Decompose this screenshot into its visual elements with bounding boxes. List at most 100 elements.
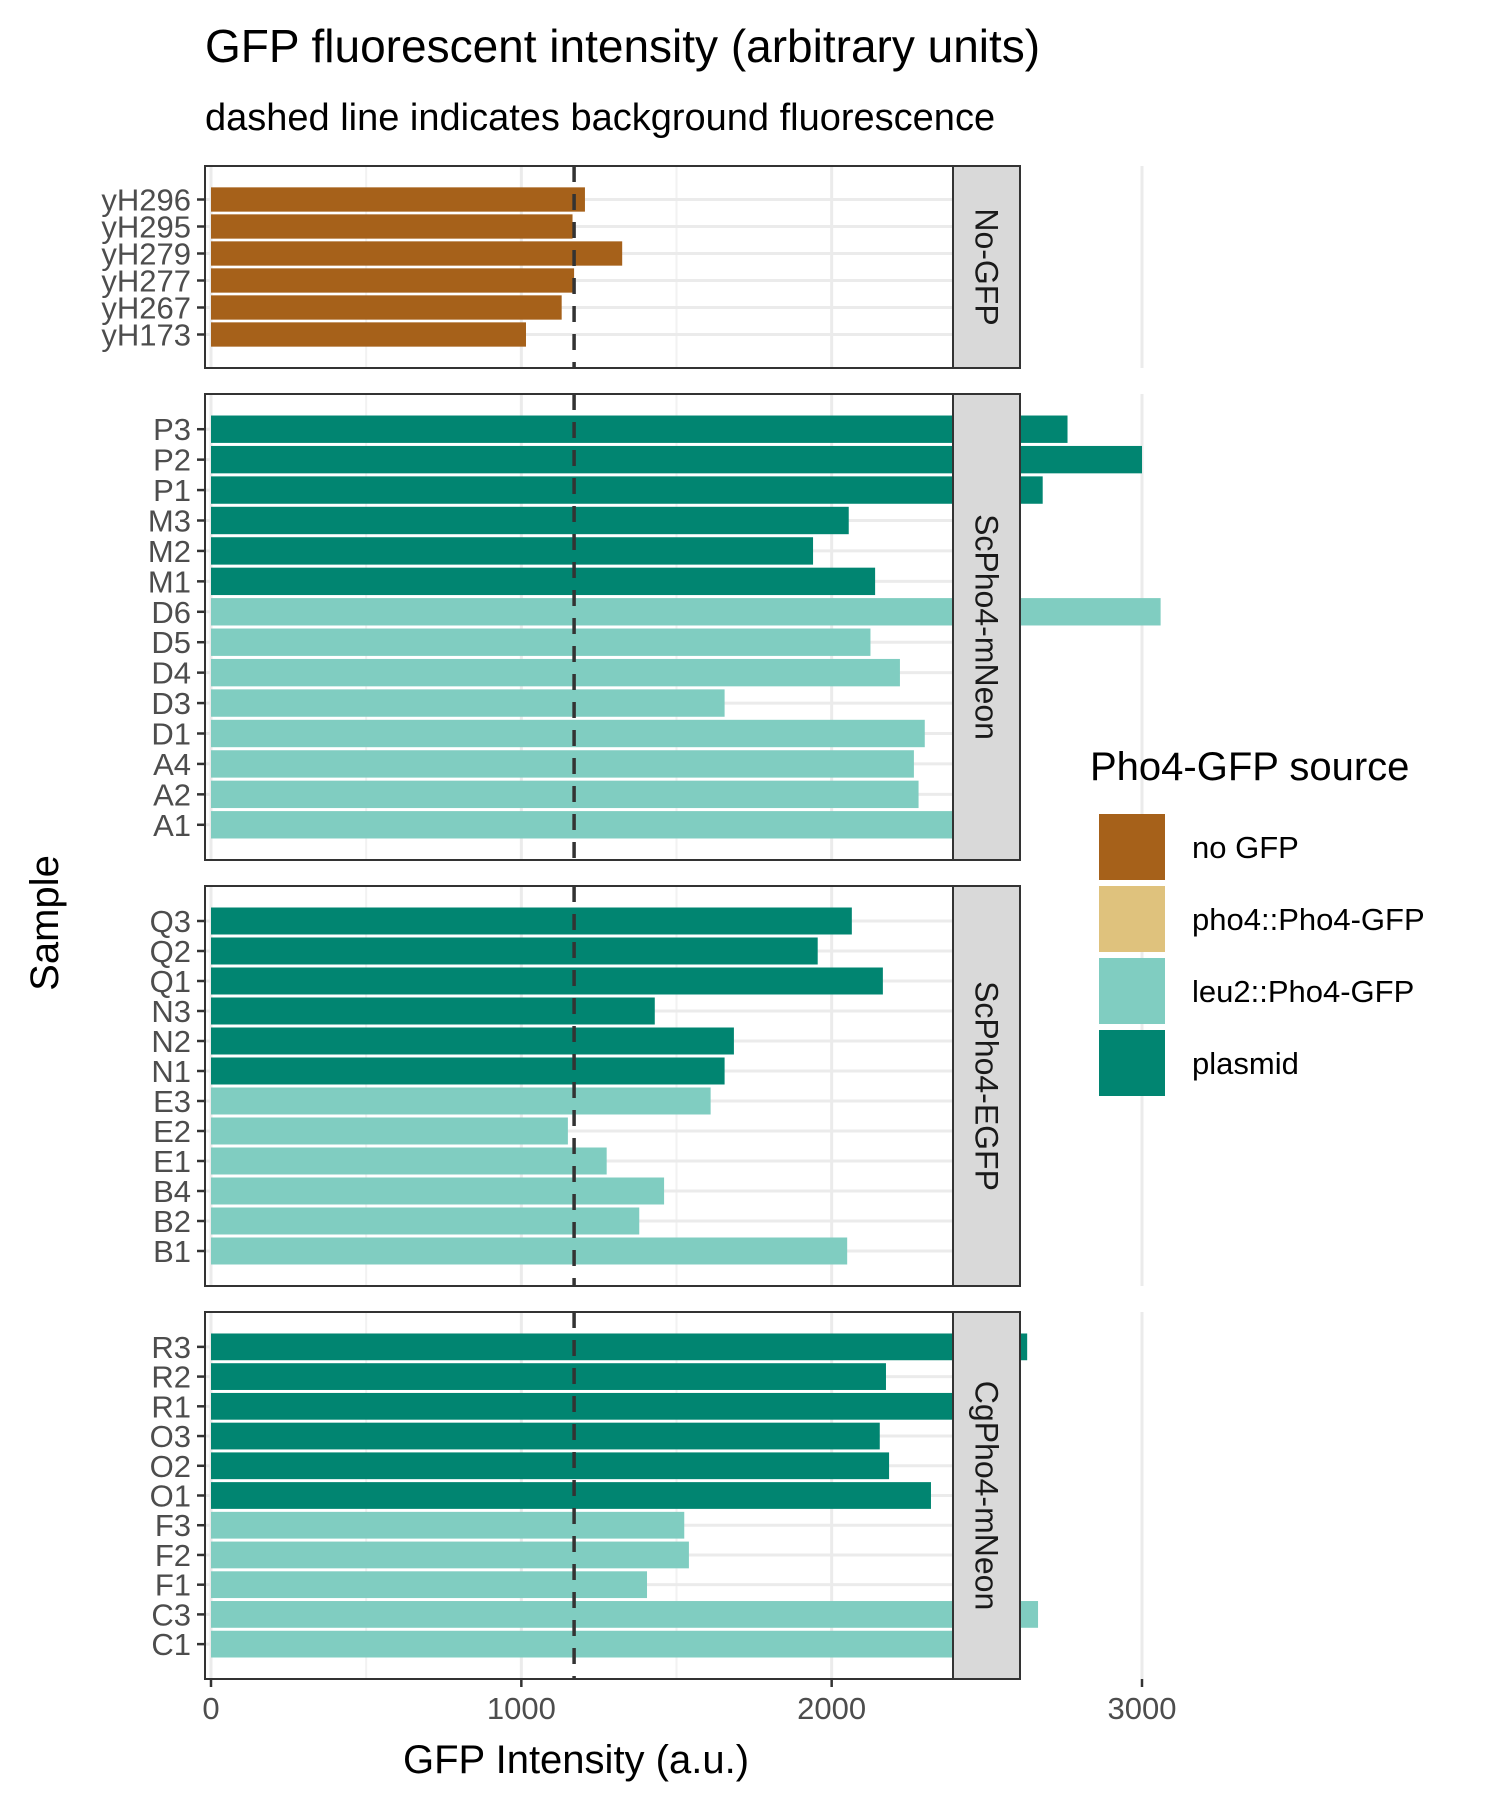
y-tick-label-O1: O1 <box>150 1479 191 1514</box>
bar-A1 <box>211 811 970 839</box>
y-tick-label-M1: M1 <box>148 564 191 599</box>
bar-R2 <box>211 1363 886 1390</box>
y-tick-label-O3: O3 <box>150 1419 191 1454</box>
bar-D3 <box>211 689 725 717</box>
bar-D5 <box>211 628 871 656</box>
y-tick-label-yH279: yH279 <box>101 237 191 272</box>
chart-subtitle: dashed line indicates background fluores… <box>205 97 995 139</box>
legend-swatch <box>1099 814 1165 880</box>
legend-swatch <box>1099 958 1165 1024</box>
y-tick-label-N2: N2 <box>151 1024 191 1059</box>
legend-item-plasmid: plasmid <box>1099 1030 1299 1096</box>
y-tick-label-Q3: Q3 <box>150 904 191 939</box>
y-axis-title: Sample <box>23 855 67 991</box>
y-tick-label-yH267: yH267 <box>101 291 191 326</box>
bar-F2 <box>211 1541 689 1569</box>
bar-N2 <box>211 1027 734 1055</box>
legend-swatch <box>1099 1030 1165 1096</box>
facet-label-scpho4-egfp: ScPho4-EGFP <box>969 981 1005 1191</box>
x-tick-label-0: 0 <box>202 1691 219 1726</box>
y-tick-label-R3: R3 <box>151 1330 191 1365</box>
legend-items: no GFPpho4::Pho4-GFPleu2::Pho4-GFPplasmi… <box>1099 814 1425 1096</box>
facet-strip <box>952 885 1021 1287</box>
legend-label: leu2::Pho4-GFP <box>1192 974 1414 1009</box>
bar-E3 <box>211 1087 711 1115</box>
legend-label: plasmid <box>1192 1046 1299 1081</box>
bar-O2 <box>211 1452 890 1480</box>
y-tick-label-A1: A1 <box>153 808 191 843</box>
y-tick-label-F2: F2 <box>155 1538 191 1573</box>
y-tick-label-D4: D4 <box>151 656 191 691</box>
facet-strip <box>952 165 1021 369</box>
x-axis-title: GFP Intensity (a.u.) <box>403 1738 749 1782</box>
x-tick-label-1000: 1000 <box>487 1691 556 1726</box>
facet-label-cgpho4-mneon: CgPho4-mNeon <box>969 1381 1005 1610</box>
y-tick-label-O2: O2 <box>150 1449 191 1484</box>
y-tick-label-M3: M3 <box>148 504 191 539</box>
bar-Q1 <box>211 967 883 995</box>
legend: Pho4-GFP source no GFPpho4::Pho4-GFPleu2… <box>1090 745 1425 1096</box>
legend-label: pho4::Pho4-GFP <box>1192 902 1425 937</box>
bar-P1 <box>211 476 1043 504</box>
y-tick-label-F1: F1 <box>155 1568 191 1603</box>
bar-yH173 <box>211 322 526 347</box>
y-tick-label-B4: B4 <box>153 1174 191 1209</box>
y-tick-label-E3: E3 <box>153 1084 191 1119</box>
y-tick-label-F3: F3 <box>155 1508 191 1543</box>
y-tick-label-Q1: Q1 <box>150 964 191 999</box>
y-tick-label-B1: B1 <box>153 1234 191 1269</box>
bar-O1 <box>211 1482 931 1509</box>
bar-B2 <box>211 1207 640 1235</box>
y-tick-label-N1: N1 <box>151 1054 191 1089</box>
y-tick-label-N3: N3 <box>151 994 191 1029</box>
y-tick-label-P3: P3 <box>153 412 191 447</box>
y-tick-label-E1: E1 <box>153 1144 191 1179</box>
y-tick-label-P2: P2 <box>153 443 191 478</box>
bar-E2 <box>211 1117 568 1145</box>
y-tick-label-Q2: Q2 <box>150 934 191 969</box>
bar-R3 <box>211 1333 1028 1361</box>
bar-F1 <box>211 1571 648 1599</box>
y-tick-label-D3: D3 <box>151 686 191 721</box>
bar-N3 <box>211 997 655 1025</box>
y-tick-label-C1: C1 <box>151 1627 191 1662</box>
bar-B1 <box>211 1237 848 1265</box>
y-tick-label-yH295: yH295 <box>101 210 191 245</box>
legend-swatch <box>1099 886 1165 952</box>
bar-F3 <box>211 1511 685 1539</box>
bar-M3 <box>211 506 849 535</box>
y-tick-label-yH173: yH173 <box>101 318 191 353</box>
bar-C1 <box>211 1630 961 1658</box>
x-tick-label-2000: 2000 <box>797 1691 866 1726</box>
y-tick-label-R2: R2 <box>151 1360 191 1395</box>
bar-yH279 <box>211 241 623 266</box>
facet-strip <box>952 393 1021 861</box>
bar-yH295 <box>211 214 573 239</box>
bar-M2 <box>211 537 814 565</box>
facet-label-no-gfp: No-GFP <box>969 208 1005 325</box>
bar-A2 <box>211 780 919 809</box>
y-tick-label-M2: M2 <box>148 534 191 569</box>
y-tick-label-D5: D5 <box>151 625 191 660</box>
facet-label-scpho4-mneon: ScPho4-mNeon <box>969 514 1005 740</box>
bar-O3 <box>211 1422 880 1450</box>
bar-M1 <box>211 567 876 596</box>
bar-yH296 <box>211 187 585 212</box>
bar-Q3 <box>211 907 852 935</box>
bar-D1 <box>211 719 925 748</box>
bar-D4 <box>211 658 900 687</box>
bar-A4 <box>211 750 914 778</box>
y-tick-label-yH296: yH296 <box>101 183 191 218</box>
y-tick-label-R1: R1 <box>151 1389 191 1424</box>
y-tick-label-E2: E2 <box>153 1114 191 1149</box>
y-tick-label-yH277: yH277 <box>101 264 191 299</box>
bar-Q2 <box>211 937 818 965</box>
legend-item-leu2: leu2::Pho4-GFP <box>1099 958 1414 1024</box>
bar-yH267 <box>211 295 562 320</box>
legend-item-no_gfp: no GFP <box>1099 814 1299 880</box>
facet-strip <box>952 1311 1021 1680</box>
bar-R1 <box>211 1392 961 1420</box>
